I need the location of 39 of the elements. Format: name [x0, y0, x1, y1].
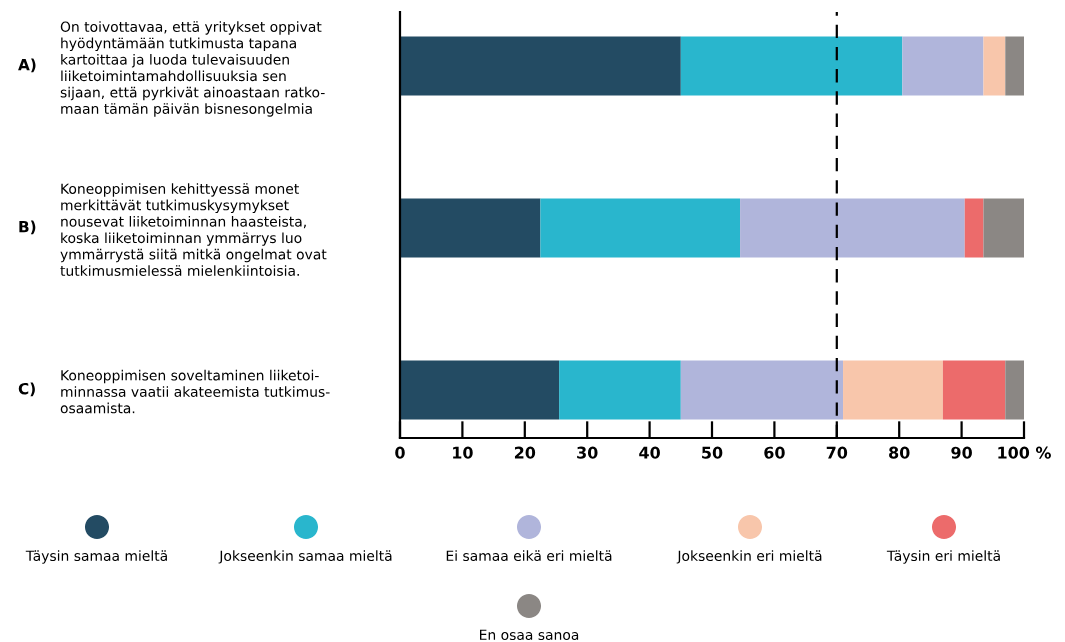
x-tick-label: 10	[453, 446, 473, 459]
bar	[843, 360, 943, 420]
bar	[540, 198, 741, 258]
y-tick-label: Koneoppimisen kehittyessä monet merkittävät tutkimuskysymykset nousevat liiketoiminnan haasteista, koska liiketoiminnan ymmärrys luo ymmärrystä siitä mitkä ongelmat ovat tutkimusmielessä mielenkiintoisia.	[60, 183, 327, 276]
text: B)	[19, 220, 36, 235]
bar	[400, 198, 541, 258]
x-tick-label: 80	[889, 446, 910, 459]
text: A)	[18, 58, 36, 73]
legend-label: Jokseenkin samaa mieltä	[218, 550, 392, 564]
bar	[964, 198, 984, 258]
x-tick-label: 20	[514, 446, 536, 459]
text: C)	[18, 382, 35, 397]
x-tick-label: 40	[639, 446, 660, 459]
bar	[400, 36, 681, 96]
legend-label: Täysin eri mieltä	[886, 550, 1000, 564]
bar	[902, 36, 984, 96]
legend-label: Jokseenkin eri mieltä	[676, 550, 822, 564]
bar	[680, 360, 844, 420]
legend-label: En osaa sanoa	[480, 629, 579, 641]
x-tick-label: 60	[764, 446, 785, 459]
x-tick-label: 90	[951, 446, 972, 459]
bar	[740, 198, 965, 258]
legend-label: Täysin samaa mieltä	[25, 550, 167, 564]
legend-label: Ei samaa eikä eri mieltä	[446, 550, 612, 562]
bar	[559, 360, 681, 420]
bar	[1005, 36, 1024, 96]
x-tick-label: 50	[702, 446, 723, 459]
x-tick-label: 30	[577, 446, 598, 459]
bar	[400, 360, 560, 420]
x-tick-label: 100 %	[998, 446, 1051, 459]
bar	[983, 36, 1006, 96]
y-tick-label: Koneoppimisen soveltaminen liiketoi- minnassa vaatii akateemista tutkimus- osaamista.	[60, 369, 330, 414]
x-tick-label: 0	[395, 446, 405, 459]
bar	[942, 360, 1006, 420]
y-tick-label: On toivottavaa, että yritykset oppivat hyödyntämään tutkimusta tapana kartoittaa ja luoda tulevaisuuden liiketoimintamahdollisuuksia sen sijaan, että pyrkivät ainoastaan ratko- maan tämän päivän bisnesongelmia	[60, 21, 325, 117]
bar	[1005, 360, 1024, 420]
bar	[680, 36, 903, 96]
bar	[983, 198, 1024, 258]
x-tick-label: 70	[826, 446, 848, 459]
